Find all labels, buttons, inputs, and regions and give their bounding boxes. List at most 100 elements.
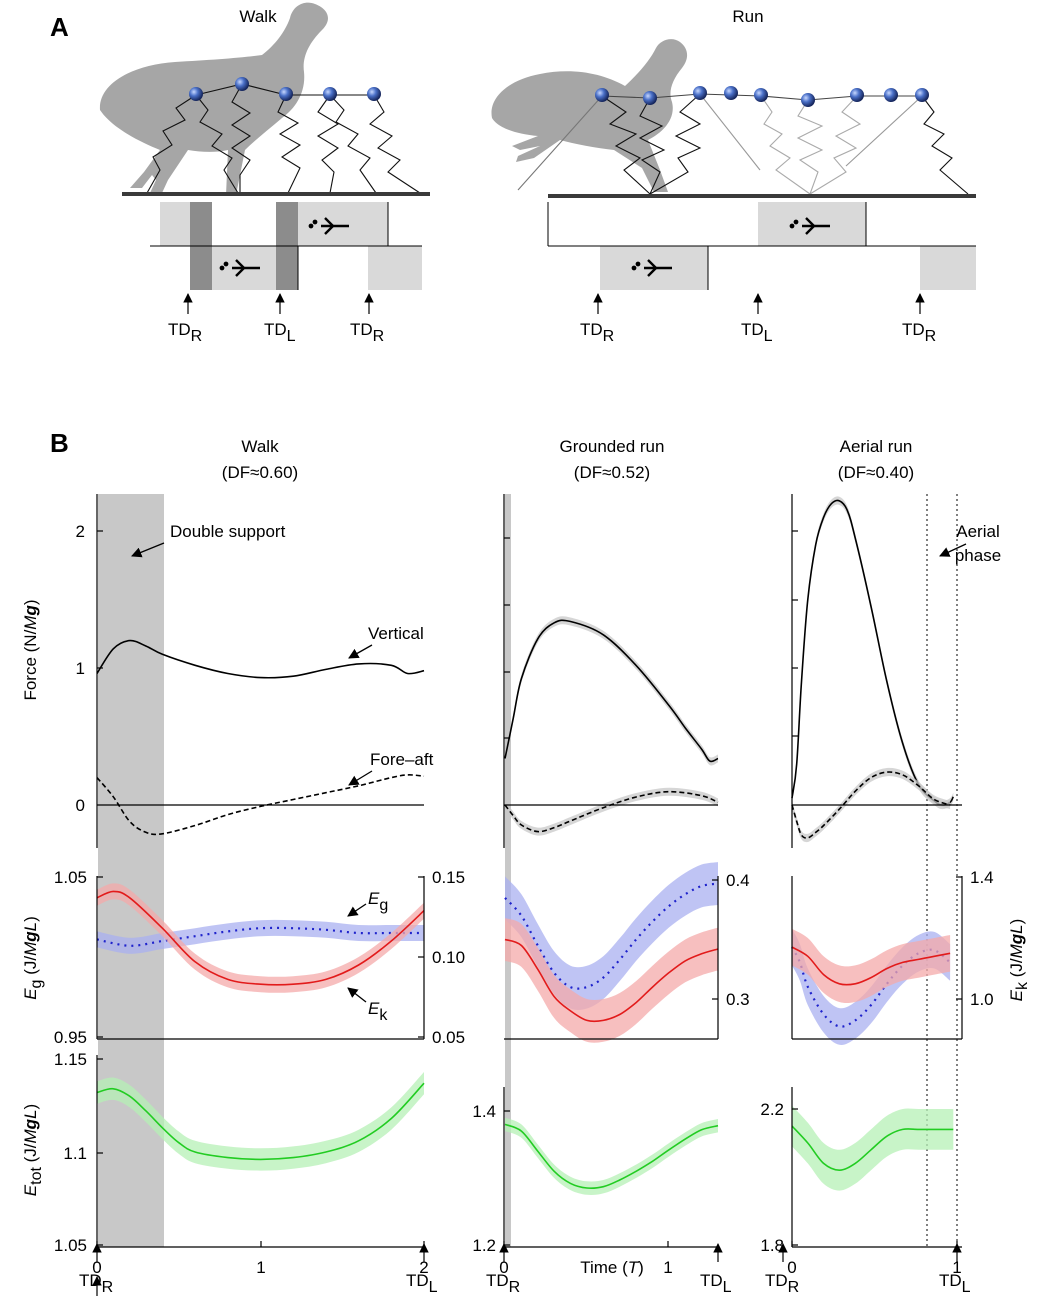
- run-node: [724, 86, 738, 100]
- run-td-marker: TDR: [580, 320, 614, 345]
- tick-label: 2: [419, 1258, 428, 1277]
- walk-ground: [122, 192, 430, 196]
- walk-td-markers: TDR TDL TDR: [168, 293, 384, 345]
- walk-node: [367, 87, 381, 101]
- series-band-etot: [97, 1072, 424, 1171]
- series-line-eg: [96, 926, 424, 947]
- etot-axis-label: Etot (J/MgL): [21, 1104, 45, 1196]
- series-line-foreaft: [96, 774, 425, 836]
- tick-label: 1.4: [472, 1102, 496, 1121]
- plots-layer: [96, 496, 955, 1195]
- force-axis-label: Force (N/Mg): [21, 599, 40, 700]
- td-marker-label: TDR: [486, 1271, 520, 1296]
- series-band-ek: [97, 883, 424, 993]
- run-node: [693, 86, 707, 100]
- eg-annotation: Eg: [368, 889, 388, 914]
- series-line-ek: [96, 890, 425, 986]
- series-line-ek: [504, 938, 719, 1023]
- panel-a-label: A: [50, 12, 69, 42]
- tick-label: 0.15: [432, 868, 465, 887]
- tick-label: 0.4: [726, 871, 750, 890]
- run-node: [754, 88, 768, 102]
- tick-labels: 2 1 0 1.05 0.95 0.15 0.10 0.05 1.15 1.1 …: [54, 522, 994, 1277]
- walk-node: [189, 87, 203, 101]
- walk-node: [279, 87, 293, 101]
- series-line-foreaft: [791, 771, 951, 839]
- chart-grounded_etot: [504, 1117, 719, 1195]
- series-band-ek: [505, 918, 718, 1043]
- walk-td-marker: TDR: [350, 320, 384, 345]
- walk-footfall-diagram: [150, 202, 422, 290]
- column-title-grounded-run: Grounded run: [560, 437, 665, 456]
- series-line-etot: [791, 1125, 954, 1172]
- footprint-icon: [219, 259, 260, 277]
- tick-label: 1.05: [54, 1236, 87, 1255]
- tick-label: 1.8: [760, 1236, 784, 1255]
- run-ground: [548, 194, 976, 198]
- tick-label: 0.95: [54, 1028, 87, 1047]
- series-band-foreaft: [505, 787, 718, 836]
- tick-label: 0: [92, 1258, 101, 1277]
- footprint-icon: [631, 259, 672, 277]
- run-node: [915, 88, 929, 102]
- tick-marks: [96, 530, 962, 1247]
- column-subtitle-aerial-run: (DF≈0.40): [838, 463, 914, 482]
- tick-label: 1: [663, 1258, 672, 1277]
- tick-label: 0: [499, 1258, 508, 1277]
- chart-aerial_etot: [791, 1105, 954, 1191]
- tick-label: 1.15: [54, 1050, 87, 1069]
- series-line-ek: [791, 946, 951, 986]
- run-td-marker: TDR: [902, 320, 936, 345]
- walk-node: [323, 87, 337, 101]
- walk-nodes: [189, 77, 381, 101]
- walk-td-marker: TDR: [168, 320, 202, 345]
- run-node: [850, 88, 864, 102]
- series-line-vertical: [791, 499, 955, 806]
- run-node: [595, 88, 609, 102]
- walk-spring-legs: [146, 83, 421, 194]
- run-title: Run: [732, 7, 763, 26]
- ek-annotation: Ek: [368, 999, 388, 1024]
- tick-label: 1.2: [472, 1236, 496, 1255]
- column-title-walk: Walk: [241, 437, 279, 456]
- chart-aerial_force: [791, 496, 955, 843]
- series-line-foreaft: [504, 790, 719, 833]
- td-marker-label: TDR: [765, 1271, 799, 1296]
- ek-axis-label: Ek (J/MgL): [1007, 919, 1031, 1002]
- chart-walk_etot: [96, 1072, 425, 1171]
- double-support-annotation: Double support: [170, 522, 286, 541]
- chart-walk_energy: [96, 883, 425, 993]
- series-band-ek: [792, 928, 951, 1004]
- run-footfall-diagram: [547, 202, 976, 290]
- chart-walk_force: [96, 639, 425, 836]
- series-band-vertical: [505, 616, 718, 766]
- walk-node: [235, 77, 249, 91]
- aerial-phase-annotation: Aerial phase: [955, 522, 1001, 565]
- walk-bird-silhouette: [99, 2, 328, 195]
- series-line-vertical: [504, 619, 719, 763]
- series-line-vertical: [96, 639, 425, 679]
- time-axis-label: Time (T): [580, 1258, 644, 1277]
- td-marker-label: TDL: [406, 1271, 438, 1296]
- td-marker-label: TDR: [79, 1271, 113, 1296]
- chart-grounded_force: [504, 616, 719, 836]
- td-marker-label: TDL: [700, 1271, 732, 1296]
- bottom-marker-group: TDR TDL TDR TDL TDR TDL: [79, 1243, 971, 1296]
- eg-axis-label: Eg (J/MgL): [21, 916, 45, 1000]
- annotations: Double support Vertical Fore–aft Aerial p…: [131, 522, 1001, 1024]
- series-band-foreaft: [792, 767, 951, 843]
- run-td-markers: TDR TDL TDR: [580, 293, 936, 345]
- column-subtitle-walk: (DF≈0.60): [222, 463, 298, 482]
- walk-td-marker: TDL: [264, 320, 296, 345]
- chart-aerial_energy: [791, 928, 951, 1045]
- tick-label: 0: [76, 796, 85, 815]
- aerial-phase-dotted-lines: [926, 494, 958, 1247]
- column-title-aerial-run: Aerial run: [840, 437, 913, 456]
- tick-label: 1: [952, 1258, 961, 1277]
- run-node: [801, 93, 815, 107]
- tick-label: 0.05: [432, 1028, 465, 1047]
- run-node: [643, 91, 657, 105]
- tick-label: 0.3: [726, 990, 750, 1009]
- series-band-eg: [505, 862, 718, 1011]
